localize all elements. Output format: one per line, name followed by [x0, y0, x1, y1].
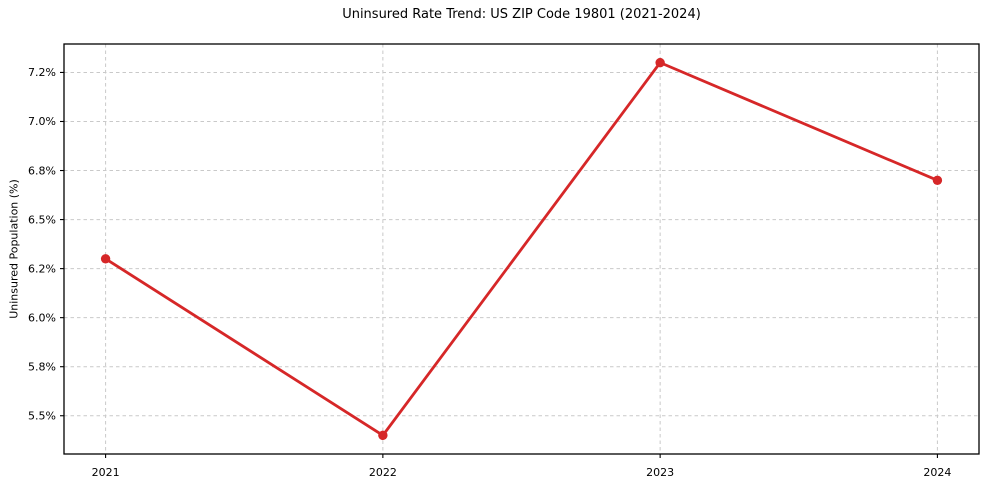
- x-tick-label: 2024: [923, 466, 951, 479]
- tick-marks: [60, 71, 938, 458]
- axes-frame: [63, 43, 980, 455]
- data-line: [104, 61, 938, 437]
- data-point: [100, 254, 111, 264]
- chart-title: Uninsured Rate Trend: US ZIP Code 19801 …: [342, 7, 701, 22]
- data-point: [378, 430, 388, 441]
- y-tick-label: 6.0%: [28, 311, 56, 324]
- data-point: [655, 57, 665, 68]
- x-tick-label: 2021: [92, 466, 120, 479]
- y-tick-label: 6.5%: [28, 213, 56, 226]
- grid-lines: [64, 44, 979, 454]
- x-tick-label: 2023: [646, 466, 674, 479]
- y-tick-label: 5.8%: [28, 360, 56, 373]
- y-tick-label: 6.8%: [28, 164, 56, 177]
- y-tick-label: 7.0%: [28, 115, 56, 128]
- y-tick-label: 6.2%: [28, 262, 56, 275]
- y-tick-label: 7.2%: [28, 66, 56, 79]
- y-tick-label: 5.5%: [28, 409, 56, 422]
- data-point: [932, 175, 943, 186]
- x-tick-label: 2022: [369, 466, 397, 479]
